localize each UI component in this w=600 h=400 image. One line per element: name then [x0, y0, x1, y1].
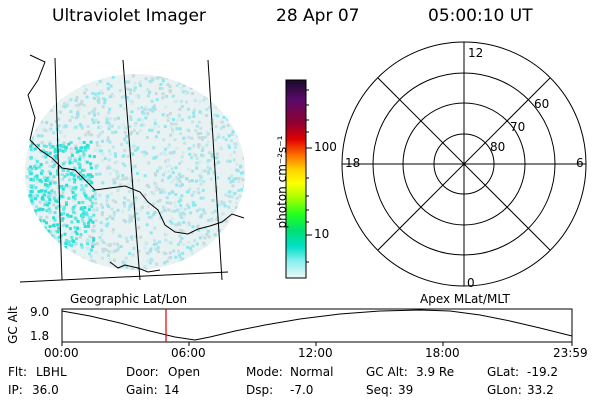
latitude-line	[19, 271, 229, 283]
info-glon-label: GLon:	[487, 383, 522, 397]
info-mode-value: Normal	[290, 365, 334, 379]
timeline-axis-label: GC Alt	[5, 306, 20, 344]
colorbar	[285, 79, 312, 279]
info-gcalt-label: GC Alt:	[366, 365, 408, 379]
timeline-y-tick-min: 1.8	[30, 329, 50, 343]
info-mode-label: Mode:	[246, 365, 283, 379]
timeline-x-tick-2: 12:00	[298, 346, 333, 360]
info-glat-label: GLat:	[487, 365, 520, 379]
colorbar-tick-10: 10	[314, 227, 330, 241]
mlat-label-70: 70	[510, 120, 526, 134]
mlt-label-18: 18	[345, 156, 361, 170]
timeline-x-tick-0: 00:00	[44, 346, 79, 360]
mlt-label-12: 12	[468, 46, 484, 60]
polar-plot	[341, 41, 587, 287]
mlat-label-60: 60	[534, 97, 550, 111]
info-door-value: Open	[168, 365, 201, 379]
mlt-label-6: 6	[576, 156, 584, 170]
info-gain-value: 14	[164, 383, 180, 397]
instrument-title: Ultraviolet Imager	[52, 6, 206, 26]
info-glon-value: 33.2	[527, 383, 554, 397]
info-seq-label: Seq:	[366, 383, 393, 397]
time-label: 05:00:10 UT	[428, 6, 533, 26]
altitude-curve	[61, 309, 573, 341]
info-dsp-value: -7.0	[290, 383, 314, 397]
meridian-3	[207, 59, 223, 281]
coastline	[27, 54, 245, 235]
info-flt-value: LBHL	[36, 365, 67, 379]
meridian-2	[122, 59, 141, 281]
info-door-label: Door:	[126, 365, 159, 379]
timeline-x-tick-4: 23:59	[553, 346, 588, 360]
info-ip-value: 36.0	[32, 383, 59, 397]
info-ip-label: IP:	[8, 383, 23, 397]
info-gcalt-value: 3.9 Re	[416, 365, 455, 379]
colorbar-tick-100: 100	[314, 140, 337, 154]
geographic-overlay	[19, 54, 245, 283]
altitude-timeline	[61, 308, 573, 346]
lower-coastline	[109, 261, 161, 273]
timeline-x-tick-3: 18:00	[425, 346, 460, 360]
info-glat-value: -19.2	[527, 365, 559, 379]
colorbar-unit-label: photon cm⁻²s⁻¹	[275, 135, 289, 229]
mlat-label-80: 80	[490, 140, 506, 154]
info-flt-label: Flt:	[8, 365, 27, 379]
mlt-label-0: 0	[467, 276, 475, 290]
timeline-left-title: Geographic Lat/Lon	[70, 292, 188, 306]
timeline-x-tick-1: 06:00	[171, 346, 206, 360]
meridian-1	[54, 57, 63, 281]
info-gain-label: Gain:	[126, 383, 158, 397]
date-label: 28 Apr 07	[276, 6, 360, 26]
info-dsp-label: Dsp:	[246, 383, 274, 397]
timeline-right-title: Apex MLat/MLT	[420, 292, 510, 306]
info-seq-value: 39	[398, 383, 414, 397]
timeline-y-tick-max: 9.0	[30, 305, 50, 319]
